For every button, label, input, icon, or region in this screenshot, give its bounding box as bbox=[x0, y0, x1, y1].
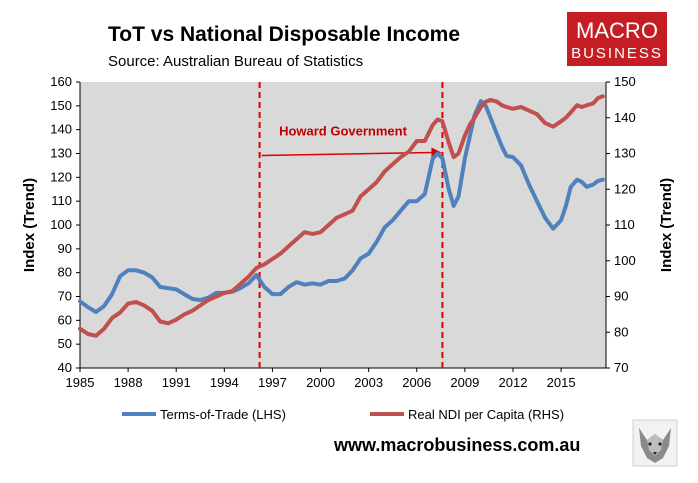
legend-label-tot: Terms-of-Trade (LHS) bbox=[160, 407, 286, 422]
right-tick-label: 70 bbox=[614, 360, 628, 375]
annotations: Howard Government bbox=[258, 82, 444, 368]
left-tick-label: 110 bbox=[51, 193, 72, 208]
chart-subtitle: Source: Australian Bureau of Statistics bbox=[108, 53, 363, 70]
logo-line2: BUSINESS bbox=[571, 45, 663, 62]
left-tick-label: 140 bbox=[50, 122, 72, 137]
howard-government-label: Howard Government bbox=[279, 124, 408, 139]
left-tick-label: 40 bbox=[58, 360, 72, 375]
x-axis-ticks: 1985 1988 1991 1994 1997 2000 2003 2006 2009 2012… bbox=[66, 368, 576, 390]
left-axis-ticks: 40 50 60 70 80 90 100 110 120 130 140 150 160 bbox=[50, 74, 80, 375]
left-tick-label: 70 bbox=[58, 289, 72, 304]
x-tick-label: 1988 bbox=[114, 375, 143, 390]
left-tick-label: 120 bbox=[50, 169, 72, 184]
wolf-icon bbox=[632, 419, 678, 467]
x-tick-label: 1985 bbox=[66, 375, 95, 390]
x-tick-label: 2006 bbox=[402, 375, 431, 390]
right-tick-label: 150 bbox=[614, 74, 636, 89]
logo-line1: MACRO bbox=[576, 18, 658, 43]
right-tick-label: 80 bbox=[614, 324, 628, 339]
website-url: www.macrobusiness.com.au bbox=[333, 435, 580, 455]
x-tick-label: 1997 bbox=[258, 375, 287, 390]
x-tick-label: 1991 bbox=[162, 375, 191, 390]
x-tick-label: 2009 bbox=[450, 375, 479, 390]
right-tick-label: 130 bbox=[614, 146, 636, 161]
right-tick-label: 140 bbox=[614, 110, 636, 125]
right-axis-ticks: 70 80 90 100 110 120 130 140 150 bbox=[606, 74, 636, 375]
left-tick-label: 50 bbox=[58, 336, 72, 351]
series-layer bbox=[78, 94, 605, 338]
left-tick-label: 60 bbox=[58, 312, 72, 327]
y-axis-label-left: Index (Trend) bbox=[21, 178, 38, 272]
left-tick-label: 90 bbox=[58, 241, 72, 256]
right-tick-label: 110 bbox=[614, 217, 635, 232]
y-axis-label-right: Index (Trend) bbox=[658, 178, 675, 272]
left-tick-label: 80 bbox=[58, 265, 72, 280]
left-tick-label: 100 bbox=[50, 217, 72, 232]
left-tick-label: 160 bbox=[50, 74, 72, 89]
x-tick-label: 2003 bbox=[354, 375, 383, 390]
right-tick-label: 90 bbox=[614, 289, 628, 304]
x-tick-label: 2000 bbox=[306, 375, 335, 390]
series-line-tot bbox=[78, 99, 605, 314]
x-tick-label: 2015 bbox=[547, 375, 576, 390]
chart-title: ToT vs National Disposable Income bbox=[108, 23, 460, 46]
plot-area bbox=[80, 82, 606, 368]
legend: Terms-of-Trade (LHS) Real NDI per Capita… bbox=[122, 407, 564, 422]
left-tick-label: 130 bbox=[50, 146, 72, 161]
x-tick-label: 1994 bbox=[210, 375, 239, 390]
legend-label-ndi: Real NDI per Capita (RHS) bbox=[408, 407, 564, 422]
left-tick-label: 150 bbox=[50, 98, 72, 113]
macrobusiness-logo: MACRO BUSINESS bbox=[567, 12, 667, 66]
x-tick-label: 2012 bbox=[499, 375, 528, 390]
right-tick-label: 100 bbox=[614, 253, 636, 268]
series-line-ndi bbox=[78, 94, 605, 338]
right-tick-label: 120 bbox=[614, 181, 636, 196]
logo-background bbox=[567, 12, 667, 66]
